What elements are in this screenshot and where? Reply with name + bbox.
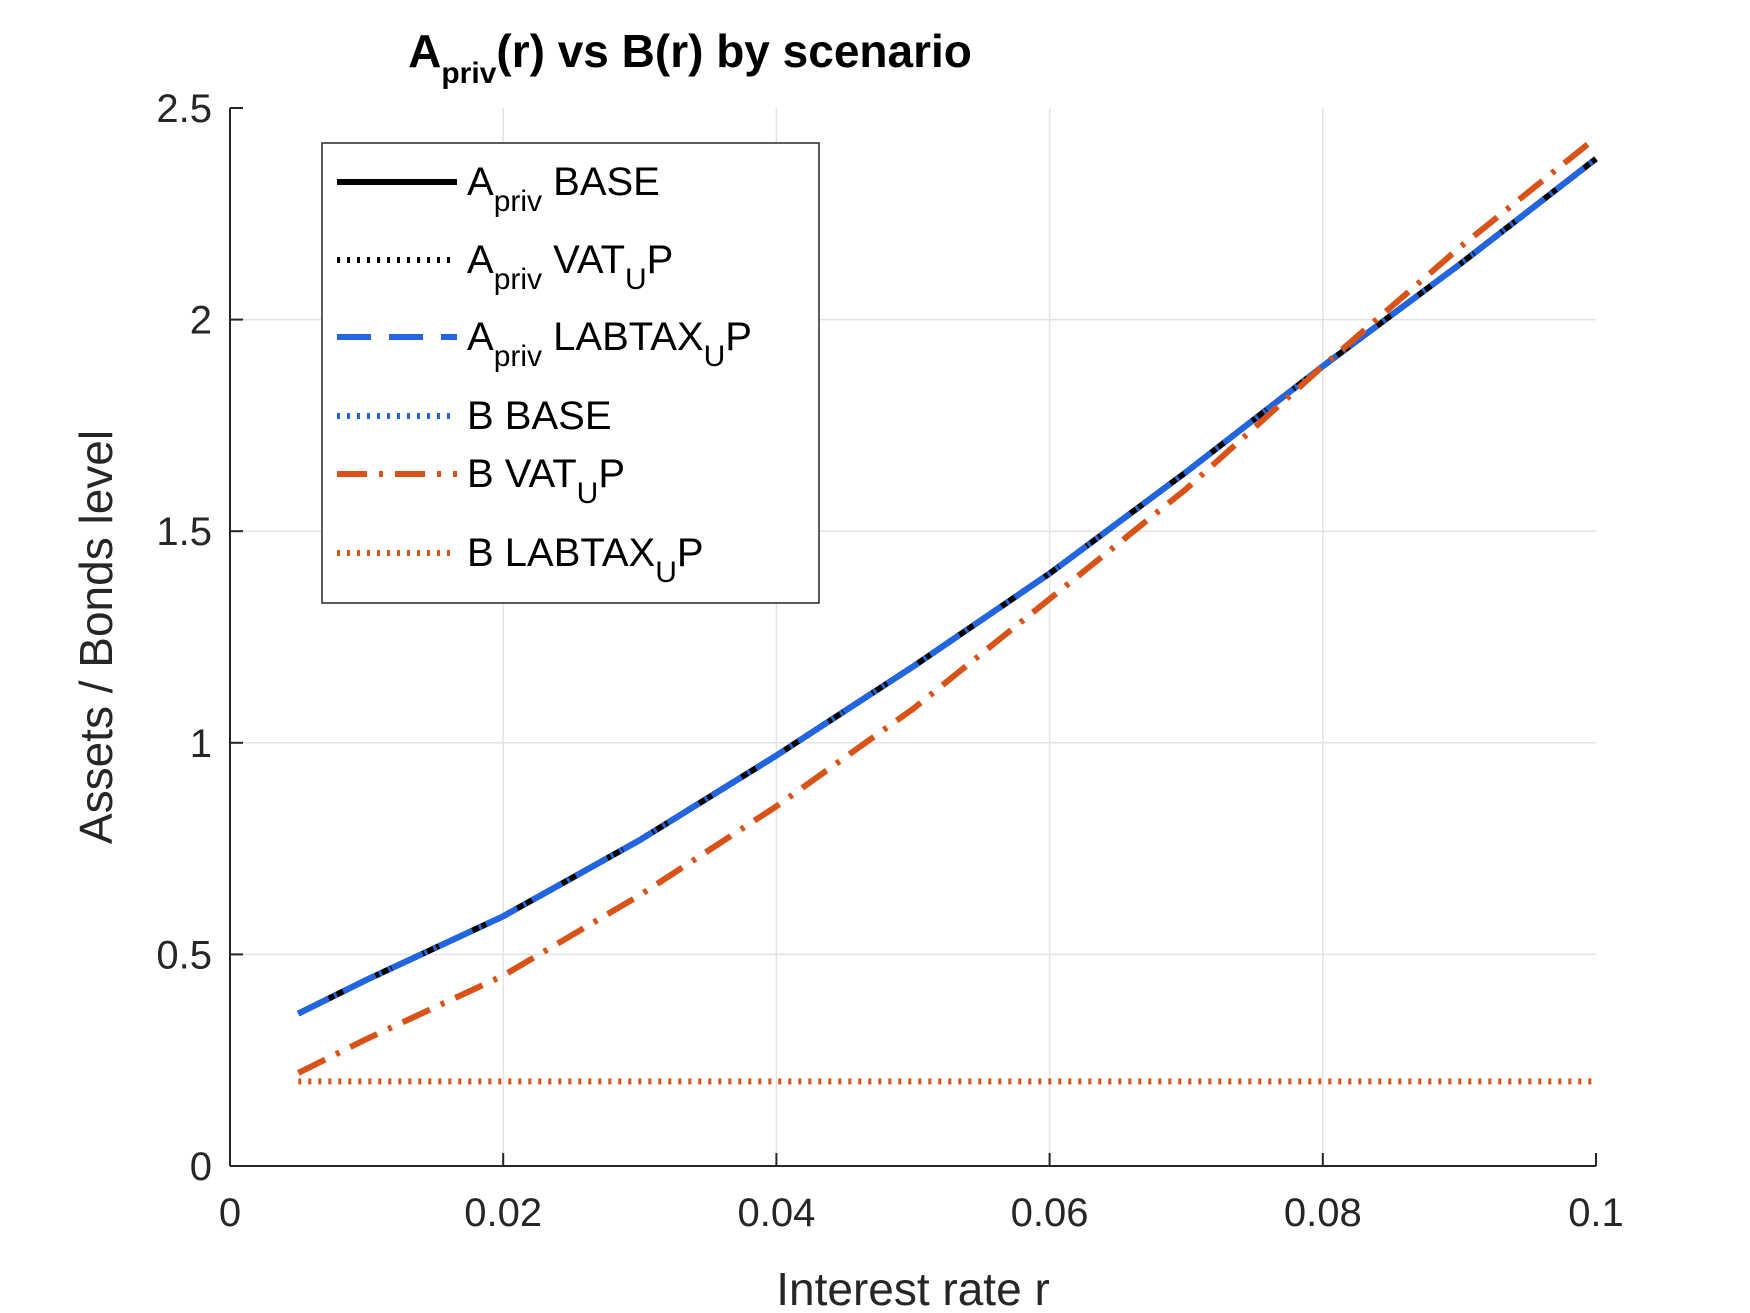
series-lines (296, 135, 1598, 1085)
legend-label-5: B VATUP (467, 452, 625, 510)
x-axis-label: Interest rate r (776, 1263, 1050, 1313)
x-tick-label: 0 (219, 1191, 241, 1235)
chart-title: Apriv(r) vs B(r) by scenario (408, 25, 972, 90)
legend-label-4: B BASE (467, 394, 612, 438)
y-tick-label: 0 (190, 1145, 212, 1189)
series-line-4 (296, 156, 1598, 1017)
x-tick-label: 0.02 (464, 1191, 542, 1235)
y-tick-label: 2.5 (156, 87, 212, 131)
tick-labels: 0 0.02 0.04 0.06 0.08 0.1 0 0.5 1 1.5 2 2.5 (156, 87, 1623, 1235)
y-tick-label: 1.5 (156, 510, 212, 554)
axes (229, 107, 1597, 1167)
legend-label-2: Apriv VATUP (467, 238, 673, 296)
y-tick-label: 1 (190, 722, 212, 766)
legend: Apriv BASE Apriv VATUP Apriv LABTAXUP B BAS… (321, 142, 820, 604)
series-line-5 (296, 135, 1598, 1076)
legend-label-1: Apriv BASE (467, 160, 660, 218)
x-tick-label: 0.06 (1011, 1191, 1089, 1235)
legend-label-3: Apriv LABTAXUP (467, 315, 752, 373)
legend-box (321, 142, 820, 604)
y-axis-label: Assets / Bonds level (70, 430, 122, 844)
x-tick-label: 0.08 (1284, 1191, 1362, 1235)
legend-label-6: B LABTAXUP (467, 531, 704, 589)
x-tick-label: 0.04 (737, 1191, 815, 1235)
y-tick-label: 2 (190, 299, 212, 343)
y-tick-label: 0.5 (156, 933, 212, 977)
x-tick-label: 0.1 (1568, 1191, 1624, 1235)
